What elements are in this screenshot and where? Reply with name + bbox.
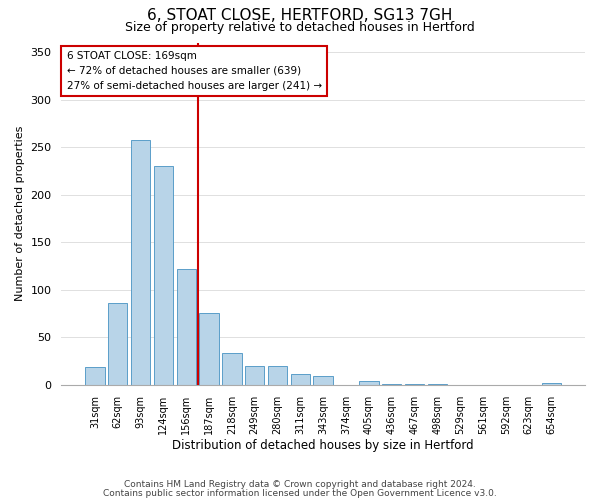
Bar [359, 381, 379, 385]
Bar [108, 303, 127, 385]
Text: 6, STOAT CLOSE, HERTFORD, SG13 7GH: 6, STOAT CLOSE, HERTFORD, SG13 7GH [148, 8, 452, 22]
Y-axis label: Number of detached properties: Number of detached properties [15, 126, 25, 302]
Bar [405, 384, 424, 385]
Text: Contains HM Land Registry data © Crown copyright and database right 2024.: Contains HM Land Registry data © Crown c… [124, 480, 476, 489]
Bar [199, 312, 219, 385]
Bar [290, 374, 310, 385]
Bar [222, 354, 242, 385]
Bar [428, 384, 447, 385]
Bar [542, 383, 561, 385]
Text: Size of property relative to detached houses in Hertford: Size of property relative to detached ho… [125, 21, 475, 34]
Bar [131, 140, 150, 385]
Bar [313, 376, 333, 385]
Bar [154, 166, 173, 385]
Bar [382, 384, 401, 385]
Text: 6 STOAT CLOSE: 169sqm
← 72% of detached houses are smaller (639)
27% of semi-det: 6 STOAT CLOSE: 169sqm ← 72% of detached … [67, 51, 322, 90]
X-axis label: Distribution of detached houses by size in Hertford: Distribution of detached houses by size … [172, 440, 474, 452]
Bar [245, 366, 265, 385]
Bar [176, 269, 196, 385]
Text: Contains public sector information licensed under the Open Government Licence v3: Contains public sector information licen… [103, 488, 497, 498]
Bar [268, 366, 287, 385]
Bar [85, 367, 104, 385]
